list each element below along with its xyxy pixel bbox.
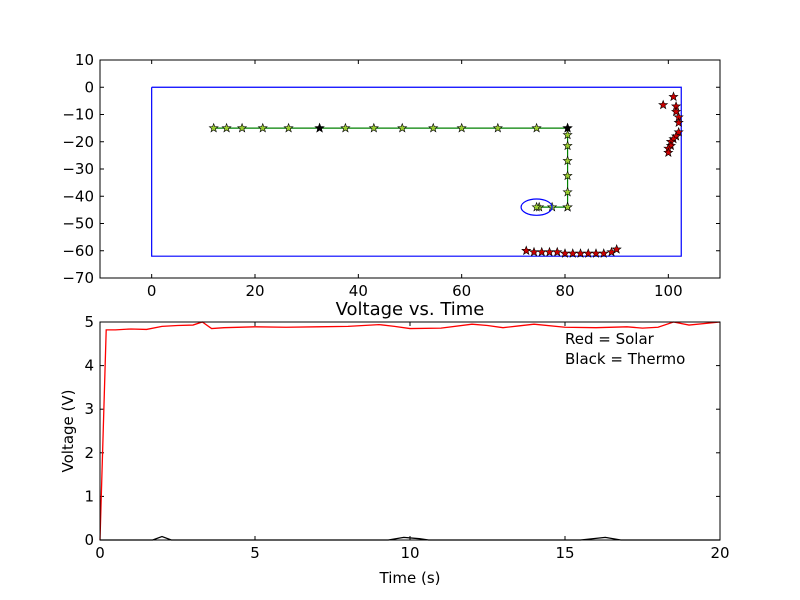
legend-solar: Red = Solar: [565, 330, 655, 348]
path-point-marker: [492, 122, 503, 133]
red-point-marker: [663, 147, 674, 157]
highlight-ellipse: [520, 198, 553, 216]
path-point-marker: [562, 186, 573, 197]
path-point-marker: [257, 122, 268, 133]
position-plot-area: [100, 60, 720, 278]
voltage-ytick-label: 1: [84, 487, 94, 505]
path-point-marker: [236, 122, 248, 133]
voltage-ytick-label: 4: [84, 357, 94, 375]
red-point-marker: [673, 126, 684, 137]
voltage-xtick-label: 20: [710, 544, 729, 562]
path-point-marker: [283, 122, 294, 133]
path-point-marker: [397, 122, 408, 133]
position-ytick-label: −60: [62, 242, 94, 260]
position-xtick-label: 0: [147, 282, 157, 300]
path-point-marker: [562, 129, 573, 140]
red-point-marker: [668, 91, 679, 102]
boundary-rectangle: [151, 86, 682, 257]
red-point-marker: [521, 245, 532, 256]
path-point-marker: [562, 170, 573, 181]
path-point-marker: [531, 122, 542, 133]
red-point-marker: [670, 106, 682, 117]
red-point-marker: [552, 246, 563, 257]
path-point-marker: [428, 122, 439, 133]
path-point-marker: [340, 122, 351, 133]
position-ytick-label: 0: [84, 78, 94, 96]
black-point-marker: [314, 122, 325, 133]
voltage-plot: 0 5 10 15 20 0 1 2 3 4 5 Voltage vs. Time Time (s) Vo…: [59, 299, 730, 587]
path-point-marker: [208, 122, 219, 133]
path-point-marker: [456, 122, 467, 133]
solar-voltage-line: [99, 321, 721, 541]
black-point-marker: [562, 122, 573, 133]
red-point-marker: [598, 248, 609, 258]
voltage-plot-area: [100, 322, 720, 540]
thermo-voltage-line: [100, 535, 720, 541]
voltage-plot-title: Voltage vs. Time: [336, 299, 485, 320]
path-point-marker: [562, 140, 573, 151]
voltage-xtick-label: 10: [400, 544, 419, 562]
red-point-marker: [673, 117, 684, 128]
x-axis-label: Time (s): [379, 569, 441, 587]
path-point-marker: [562, 201, 573, 212]
path-point-marker: [562, 155, 573, 166]
red-point-marker: [658, 99, 669, 110]
voltage-ytick-label: 5: [84, 313, 94, 331]
position-ytick-label: −40: [62, 187, 94, 205]
path-point-marker: [531, 201, 542, 212]
legend-thermo: Black = Thermo: [565, 350, 685, 368]
position-plot: 0 20 40 60 80 100 −70 −60 −50 −40 −30 −20 −10 0 10: [62, 51, 721, 300]
position-xtick-label: 80: [555, 282, 574, 300]
position-ytick-label: −30: [62, 160, 94, 178]
voltage-ytick-label: 0: [84, 531, 94, 549]
voltage-ytick-label: 3: [84, 400, 94, 418]
voltage-ytick-label: 2: [84, 444, 94, 462]
position-xtick-label: 20: [245, 282, 264, 300]
position-xtick-label: 60: [452, 282, 471, 300]
voltage-frame: [99, 321, 721, 541]
voltage-xtick-label: 5: [250, 544, 260, 562]
voltage-xtick-label: 15: [555, 544, 574, 562]
position-ytick-label: −20: [62, 133, 94, 151]
position-xtick-label: 40: [349, 282, 368, 300]
path-point-marker: [221, 122, 232, 133]
y-axis-label: Voltage (V): [59, 390, 77, 473]
path-point-marker: [368, 122, 379, 133]
position-frame: [99, 59, 721, 279]
red-point-marker: [611, 244, 622, 254]
voltage-xtick-label: 0: [95, 544, 105, 562]
position-ytick-label: −10: [62, 106, 94, 124]
position-xtick-label: 100: [654, 282, 683, 300]
position-ytick-label: −70: [62, 269, 94, 287]
position-ytick-label: −50: [62, 215, 94, 233]
position-ytick-label: 10: [75, 51, 94, 69]
